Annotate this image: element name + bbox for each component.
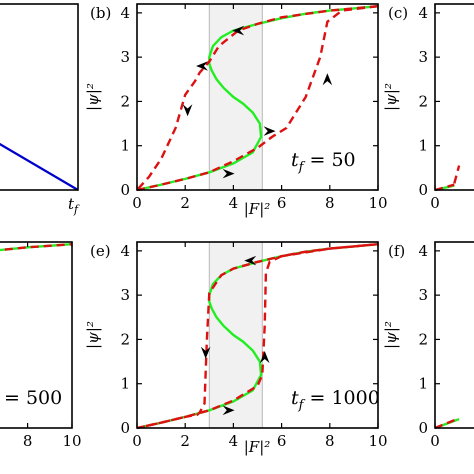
arrow-marker-5 bbox=[182, 104, 193, 117]
y-tick-label: 4 bbox=[120, 242, 130, 260]
panel-letter: (f) bbox=[388, 242, 405, 260]
y-tick-label: 0 bbox=[120, 181, 130, 199]
y-axis-label: |ψ|² bbox=[84, 321, 102, 349]
tf-annotation: tf = 1000 bbox=[291, 387, 380, 413]
plot-frame bbox=[0, 241, 73, 429]
y-axis-label: |ψ|² bbox=[84, 83, 102, 111]
y-tick-label: 4 bbox=[418, 242, 428, 260]
y-tick-label: 2 bbox=[418, 92, 428, 110]
x-axis-label: |F|² bbox=[244, 438, 271, 456]
x-tick-label: 2 bbox=[180, 194, 190, 212]
y-tick-label: 1 bbox=[120, 137, 130, 155]
x-tick-label: 4 bbox=[229, 194, 239, 212]
x-axis-label: |F|² bbox=[244, 200, 271, 218]
y-tick-label: 0 bbox=[120, 419, 130, 437]
panel-b: 0 1 2 3 4 0 2 4 6 8 10 (b) |ψ|² |F|² tf = 50 bbox=[84, 3, 388, 218]
y-tick-label: 0 bbox=[418, 419, 428, 437]
dashed-red-curve-2 bbox=[136, 243, 379, 430]
x-tick-label: 2 bbox=[180, 432, 190, 450]
plot-frame bbox=[136, 241, 379, 429]
x-tick-label: 8 bbox=[325, 194, 335, 212]
y-tick-label: 1 bbox=[418, 375, 428, 393]
plot-frame bbox=[0, 3, 79, 191]
dashed-red-curve-1 bbox=[136, 5, 379, 192]
y-tick-label: 3 bbox=[418, 286, 428, 304]
x-tick-label: 8 bbox=[23, 432, 33, 450]
x-tick-label: 8 bbox=[325, 432, 335, 450]
panel-letter: (b) bbox=[90, 4, 111, 22]
arrow-marker-0 bbox=[222, 168, 235, 179]
x-tick-label: 6 bbox=[277, 432, 287, 450]
dashed-red-curve-1 bbox=[136, 243, 379, 430]
x-tick-label: 10 bbox=[62, 432, 81, 450]
arrow-marker-0 bbox=[222, 405, 235, 416]
panel-f: 0 1 2 3 4 0 (f) |ψ|² bbox=[382, 241, 474, 450]
y-tick-label: 2 bbox=[120, 92, 130, 110]
y-tick-label: 3 bbox=[120, 48, 130, 66]
panel-letter: (c) bbox=[388, 4, 408, 22]
x-tick-label: 10 bbox=[368, 194, 387, 212]
panel-letter: (e) bbox=[90, 242, 111, 260]
tf-annotation: = 500 bbox=[4, 387, 62, 409]
arrow-marker-2 bbox=[200, 346, 211, 359]
plot-frame bbox=[434, 241, 474, 429]
arrow-marker-3 bbox=[196, 61, 209, 71]
arrow-marker-2 bbox=[232, 25, 245, 36]
x-tick-label: 0 bbox=[430, 194, 440, 212]
y-tick-label: 1 bbox=[120, 375, 130, 393]
y-tick-label: 4 bbox=[418, 4, 428, 22]
dashed-red-curve-1 bbox=[434, 183, 455, 192]
y-axis-label: |ψ|² bbox=[382, 321, 400, 349]
arrow-marker-4 bbox=[322, 73, 333, 86]
x-tick-label: 10 bbox=[368, 432, 387, 450]
dashed-red-curve-1 bbox=[0, 243, 73, 252]
plot-frame bbox=[434, 3, 474, 191]
bistable-band bbox=[209, 242, 263, 428]
arrow-marker-1 bbox=[263, 126, 276, 136]
blue-line-0 bbox=[0, 142, 79, 191]
y-tick-label: 3 bbox=[120, 286, 130, 304]
x-tick-label: 0 bbox=[430, 432, 440, 450]
x-tick-label: 0 bbox=[132, 432, 142, 450]
y-tick-label: 2 bbox=[418, 330, 428, 348]
panel-a: tf bbox=[0, 3, 80, 216]
y-tick-label: 4 bbox=[120, 4, 130, 22]
arrow-marker-3 bbox=[259, 351, 270, 364]
arrow-marker-1 bbox=[244, 255, 257, 266]
y-tick-label: 0 bbox=[418, 181, 428, 199]
x-end-label: tf bbox=[68, 195, 80, 216]
panel-d: 8 10 = 500 bbox=[0, 241, 82, 450]
panel-e: 0 1 2 3 4 0 2 4 6 8 10 (e) |ψ|² |F|² tf = 1000 bbox=[84, 241, 388, 456]
y-tick-label: 3 bbox=[418, 48, 428, 66]
dashed-red-curve-2 bbox=[453, 165, 461, 184]
x-tick-label: 4 bbox=[229, 432, 239, 450]
x-tick-label: 0 bbox=[132, 194, 142, 212]
y-axis-label: |ψ|² bbox=[382, 83, 400, 111]
x-tick-label: 6 bbox=[277, 194, 287, 212]
y-tick-label: 1 bbox=[418, 137, 428, 155]
tf-annotation: tf = 50 bbox=[291, 149, 356, 175]
y-tick-label: 2 bbox=[120, 330, 130, 348]
panel-c: 0 1 2 3 4 0 (c) |ψ|² bbox=[382, 3, 474, 212]
plot-frame bbox=[136, 3, 379, 191]
dashed-red-curve-1 bbox=[434, 417, 460, 430]
dashed-red-curve-2 bbox=[136, 5, 379, 191]
